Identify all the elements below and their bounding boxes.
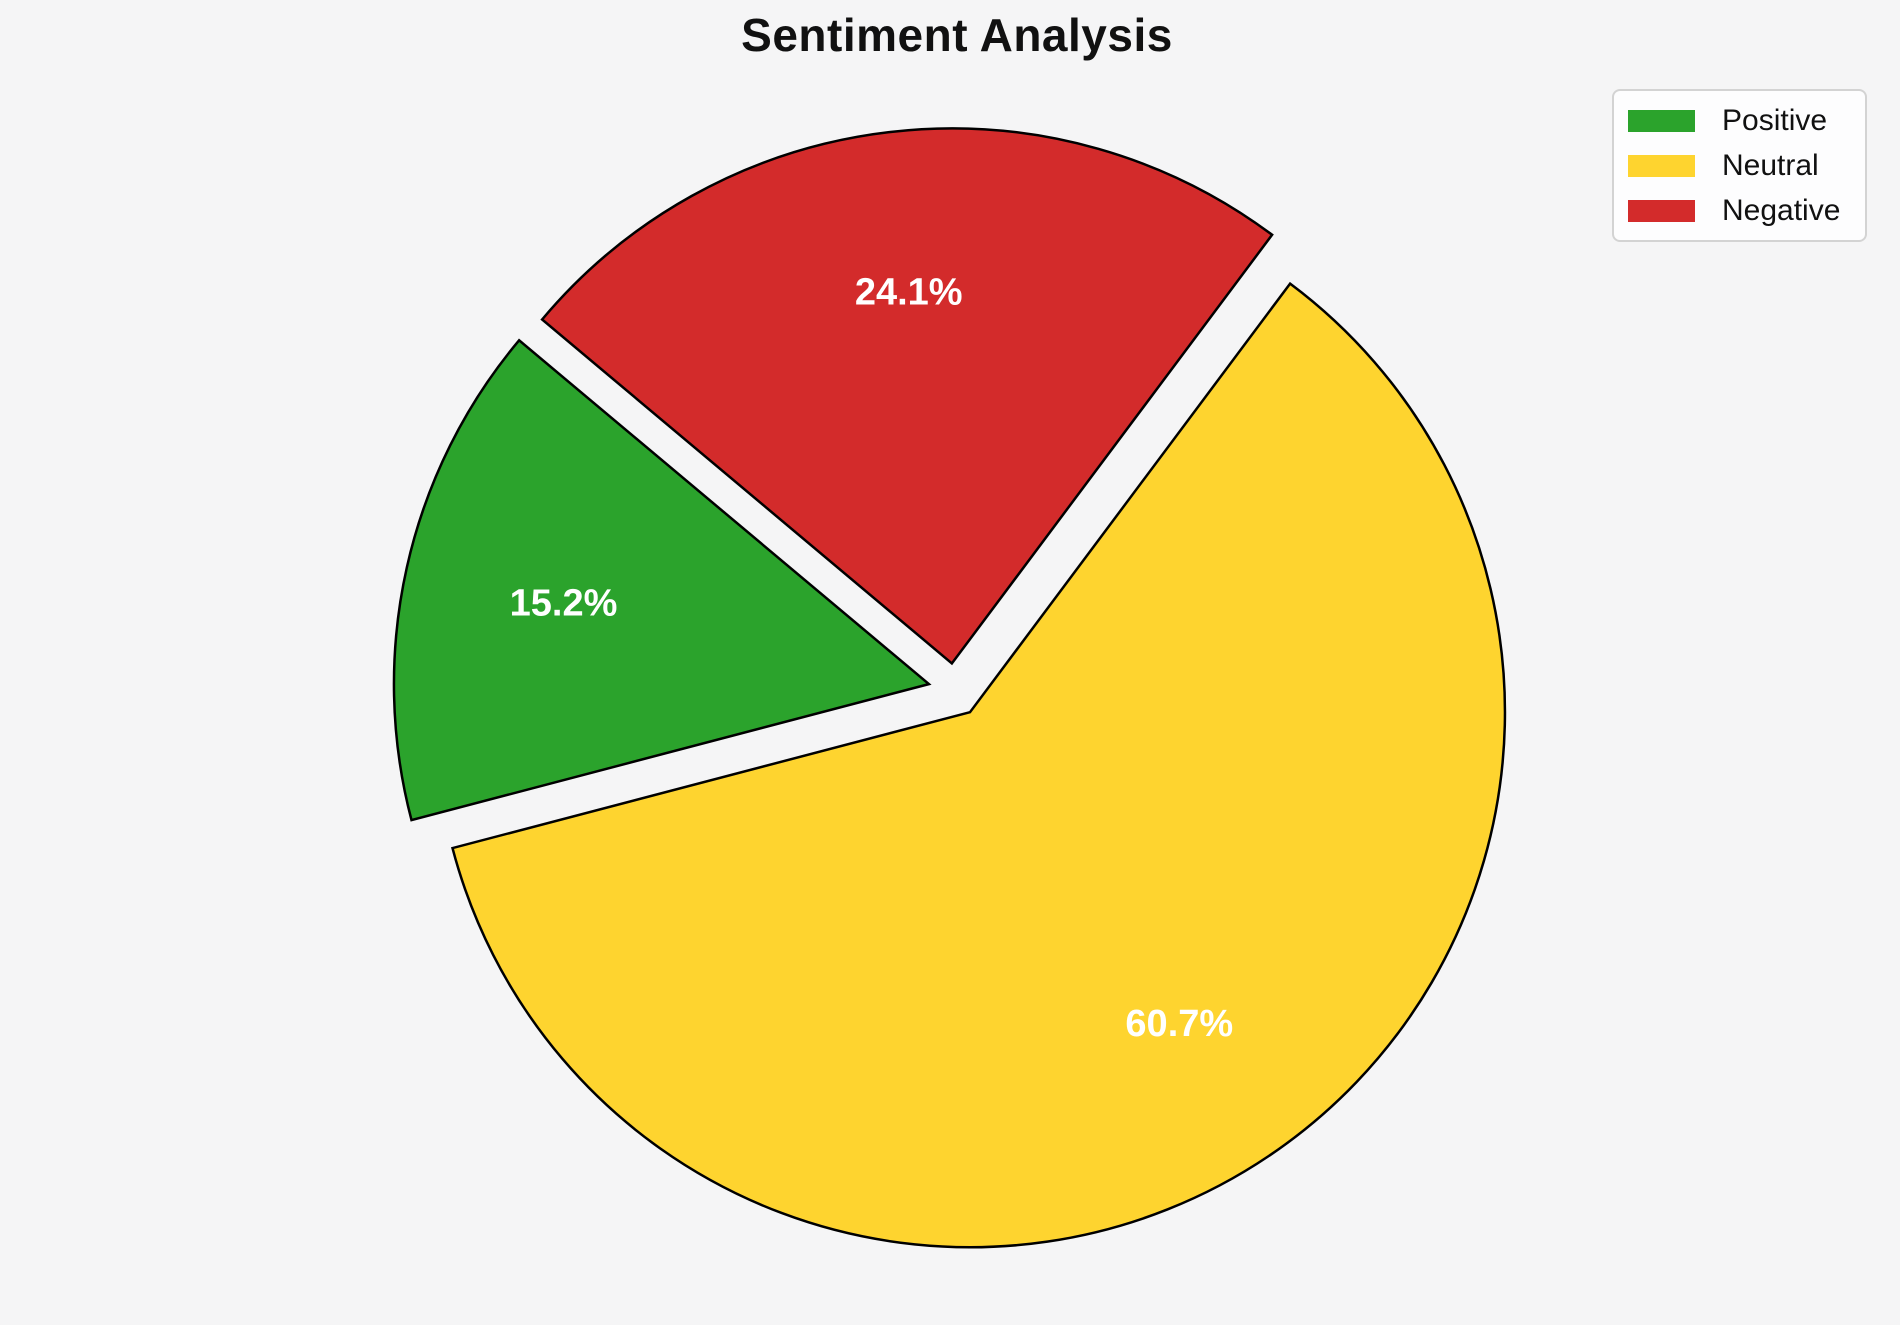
- legend-item-positive: Positive: [1628, 104, 1851, 137]
- pie-slice-negative: [540, 127, 1274, 666]
- pie-slice-positive: [392, 338, 932, 822]
- legend-label-positive: Positive: [1722, 103, 1828, 137]
- legend-label-neutral: Neutral: [1722, 148, 1819, 182]
- chart-title: Sentiment Analysis: [741, 9, 1173, 61]
- legend-label-negative: Negative: [1722, 193, 1841, 227]
- pie-label-negative: 24.1%: [855, 272, 963, 314]
- legend-item-neutral: Neutral: [1628, 149, 1851, 182]
- legend-swatch-negative: [1628, 199, 1695, 222]
- pie-label-positive: 15.2%: [510, 583, 618, 625]
- legend-swatch-neutral: [1628, 154, 1695, 177]
- legend-item-negative: Negative: [1628, 194, 1851, 227]
- legend: Positive Neutral Negative: [1612, 89, 1867, 242]
- pie-slice-neutral: [450, 281, 1507, 1249]
- pie-label-neutral: 60.7%: [1125, 1003, 1233, 1045]
- legend-swatch-positive: [1628, 109, 1695, 132]
